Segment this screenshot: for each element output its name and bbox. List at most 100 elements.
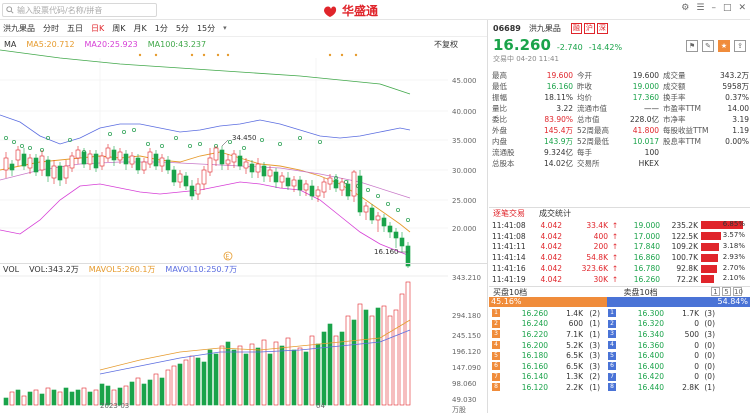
tab-weekly-k[interactable]: 周K: [112, 23, 126, 33]
volume-bar: [405, 281, 411, 406]
stat-pct: 2.70%: [722, 263, 745, 272]
vol-tick: 294.180: [452, 312, 481, 320]
tab-monthly-k[interactable]: 月K: [133, 23, 147, 33]
volume-bar: [327, 323, 333, 406]
volume-bar: [75, 389, 81, 406]
tab-5day[interactable]: 五日: [67, 23, 83, 33]
volume-bar: [219, 345, 225, 406]
ask-price: 16.300: [637, 308, 664, 318]
sar-dot: [46, 136, 51, 141]
bid-count: (2): [589, 308, 600, 318]
sar-dot: [27, 146, 32, 151]
depth-1-button[interactable]: 1: [711, 287, 720, 296]
settings-icon[interactable]: ⚙: [681, 3, 690, 13]
stock-code: 06689: [493, 23, 521, 33]
ask-price: 16.340: [637, 329, 664, 339]
quote-panel: 06689 洪九果品 融沪深 16.260 -2.740 -14.42% 交易中…: [489, 20, 750, 413]
volume-bar: [345, 315, 351, 406]
field-value: 14.00: [727, 104, 749, 113]
ask-ratio: 54.84%: [607, 297, 750, 307]
stat-pct: 2.93%: [722, 252, 745, 261]
menu-icon[interactable]: ☰: [696, 3, 705, 13]
event-marker-icon[interactable]: [223, 251, 233, 261]
tab-tick-trades[interactable]: 逐笔交易: [493, 208, 525, 218]
stat-bar: 3.57%: [701, 231, 745, 241]
volume-bar: [87, 391, 93, 406]
book-row: 8 16.120 2.2K (1) 8 16.440 2.8K (1): [489, 382, 750, 393]
close-icon[interactable]: ✕: [738, 3, 746, 13]
minimize-icon[interactable]: –: [711, 3, 716, 13]
note-icon[interactable]: ✎: [702, 40, 714, 52]
candle-body: [333, 179, 339, 189]
tab-intraday[interactable]: 分时: [43, 23, 59, 33]
vol-tick: 98.060: [452, 380, 477, 388]
ask-count: (1): [704, 382, 715, 392]
field-value: 100: [644, 148, 659, 157]
tab-15min[interactable]: 15分: [196, 23, 216, 33]
depth-10-button[interactable]: 10: [733, 287, 743, 296]
price-row: 16.260 -2.740 -14.42%: [489, 36, 750, 54]
signal-dot: [138, 53, 142, 57]
candle-body: [303, 183, 309, 191]
bid-volume: 600: [568, 319, 583, 329]
candle-body: [9, 163, 15, 171]
quote-field-row: 量比 3.22 流通市值 —— 市盈率TTM 14.00: [489, 103, 750, 114]
field-label: 股息率TTM: [663, 137, 702, 146]
book-row: 2 16.240 600 (1) 2 16.320 0 (0): [489, 319, 750, 330]
tab-trade-stats[interactable]: 成交统计: [539, 208, 571, 218]
tab-1min[interactable]: 1分: [154, 23, 168, 33]
field-value: HKEX: [638, 159, 659, 168]
volume-bar: [27, 391, 33, 406]
sar-dot: [365, 187, 370, 192]
bid-ask-ratio: 45.16% 54.84%: [489, 297, 750, 307]
bid-level: 7: [492, 372, 500, 381]
vol-tick: 147.090: [452, 364, 481, 372]
ma-label[interactable]: MA: [4, 40, 17, 49]
candle-body: [159, 157, 165, 167]
volume-bar: [123, 385, 129, 406]
stat-bar: 2.93%: [701, 252, 745, 262]
ask-count: (0): [704, 351, 715, 361]
ask-level: 6: [608, 362, 616, 371]
share-icon[interactable]: ⇪: [734, 40, 746, 52]
stat-bar-fill: [701, 253, 718, 262]
maximize-icon[interactable]: □: [722, 3, 732, 13]
candle-body: [357, 175, 363, 213]
ask-volume: 1.7K: [682, 308, 699, 318]
stat-bar: 3.18%: [701, 242, 745, 251]
volume-bar: [261, 339, 267, 406]
volume-bar: [393, 309, 399, 406]
sz-connect-tag: 深: [596, 22, 608, 34]
signal-dot: [226, 53, 230, 57]
trade-status: 交易中 04-20 11:41 ⚑ ✎ ★ ⇪: [489, 40, 750, 65]
tab-5min[interactable]: 5分: [175, 23, 189, 33]
vol-tab[interactable]: VOL: [3, 265, 20, 274]
volume-bar: [285, 337, 291, 406]
candle-body: [339, 181, 345, 191]
candlestick-chart[interactable]: 45.000 40.000 35.000 30.000 25.000 20.00…: [0, 20, 488, 413]
signal-dot: [340, 53, 344, 57]
volume-bar: [63, 387, 69, 406]
alert-icon[interactable]: ⚑: [686, 40, 698, 52]
search-input[interactable]: 输入股票代码/名称/拼音: [2, 3, 157, 17]
sar-dot: [259, 138, 264, 143]
vol-tick: 343.210: [452, 274, 481, 282]
tab-daily-k[interactable]: 日K: [91, 23, 105, 33]
candle-body: [27, 157, 33, 169]
ask-level: 5: [608, 351, 616, 360]
boll-lower-line: [0, 181, 411, 257]
quote-field-row: 振幅 18.11% 均价 17.360 换手率 0.37%: [489, 92, 750, 103]
stat-bar-fill: [701, 221, 743, 230]
favorite-icon[interactable]: ★: [718, 40, 730, 52]
adjust-dropdown[interactable]: 不复权: [434, 40, 458, 49]
depth-5-button[interactable]: 5: [722, 287, 731, 296]
chevron-down-icon[interactable]: ▾: [223, 24, 227, 32]
trade-row: 11:41:14 4.042 54.8K ↑ 16.860 100.7K 2.93%: [489, 252, 750, 263]
stat-pct: 3.57%: [722, 231, 745, 240]
candle-body: [39, 155, 45, 171]
y-tick: 20.000: [452, 225, 477, 233]
candle-body: [201, 169, 207, 185]
mavol10-line: [99, 329, 411, 375]
field-label: 昨收: [577, 82, 592, 91]
field-value: 83.90%: [544, 115, 573, 124]
